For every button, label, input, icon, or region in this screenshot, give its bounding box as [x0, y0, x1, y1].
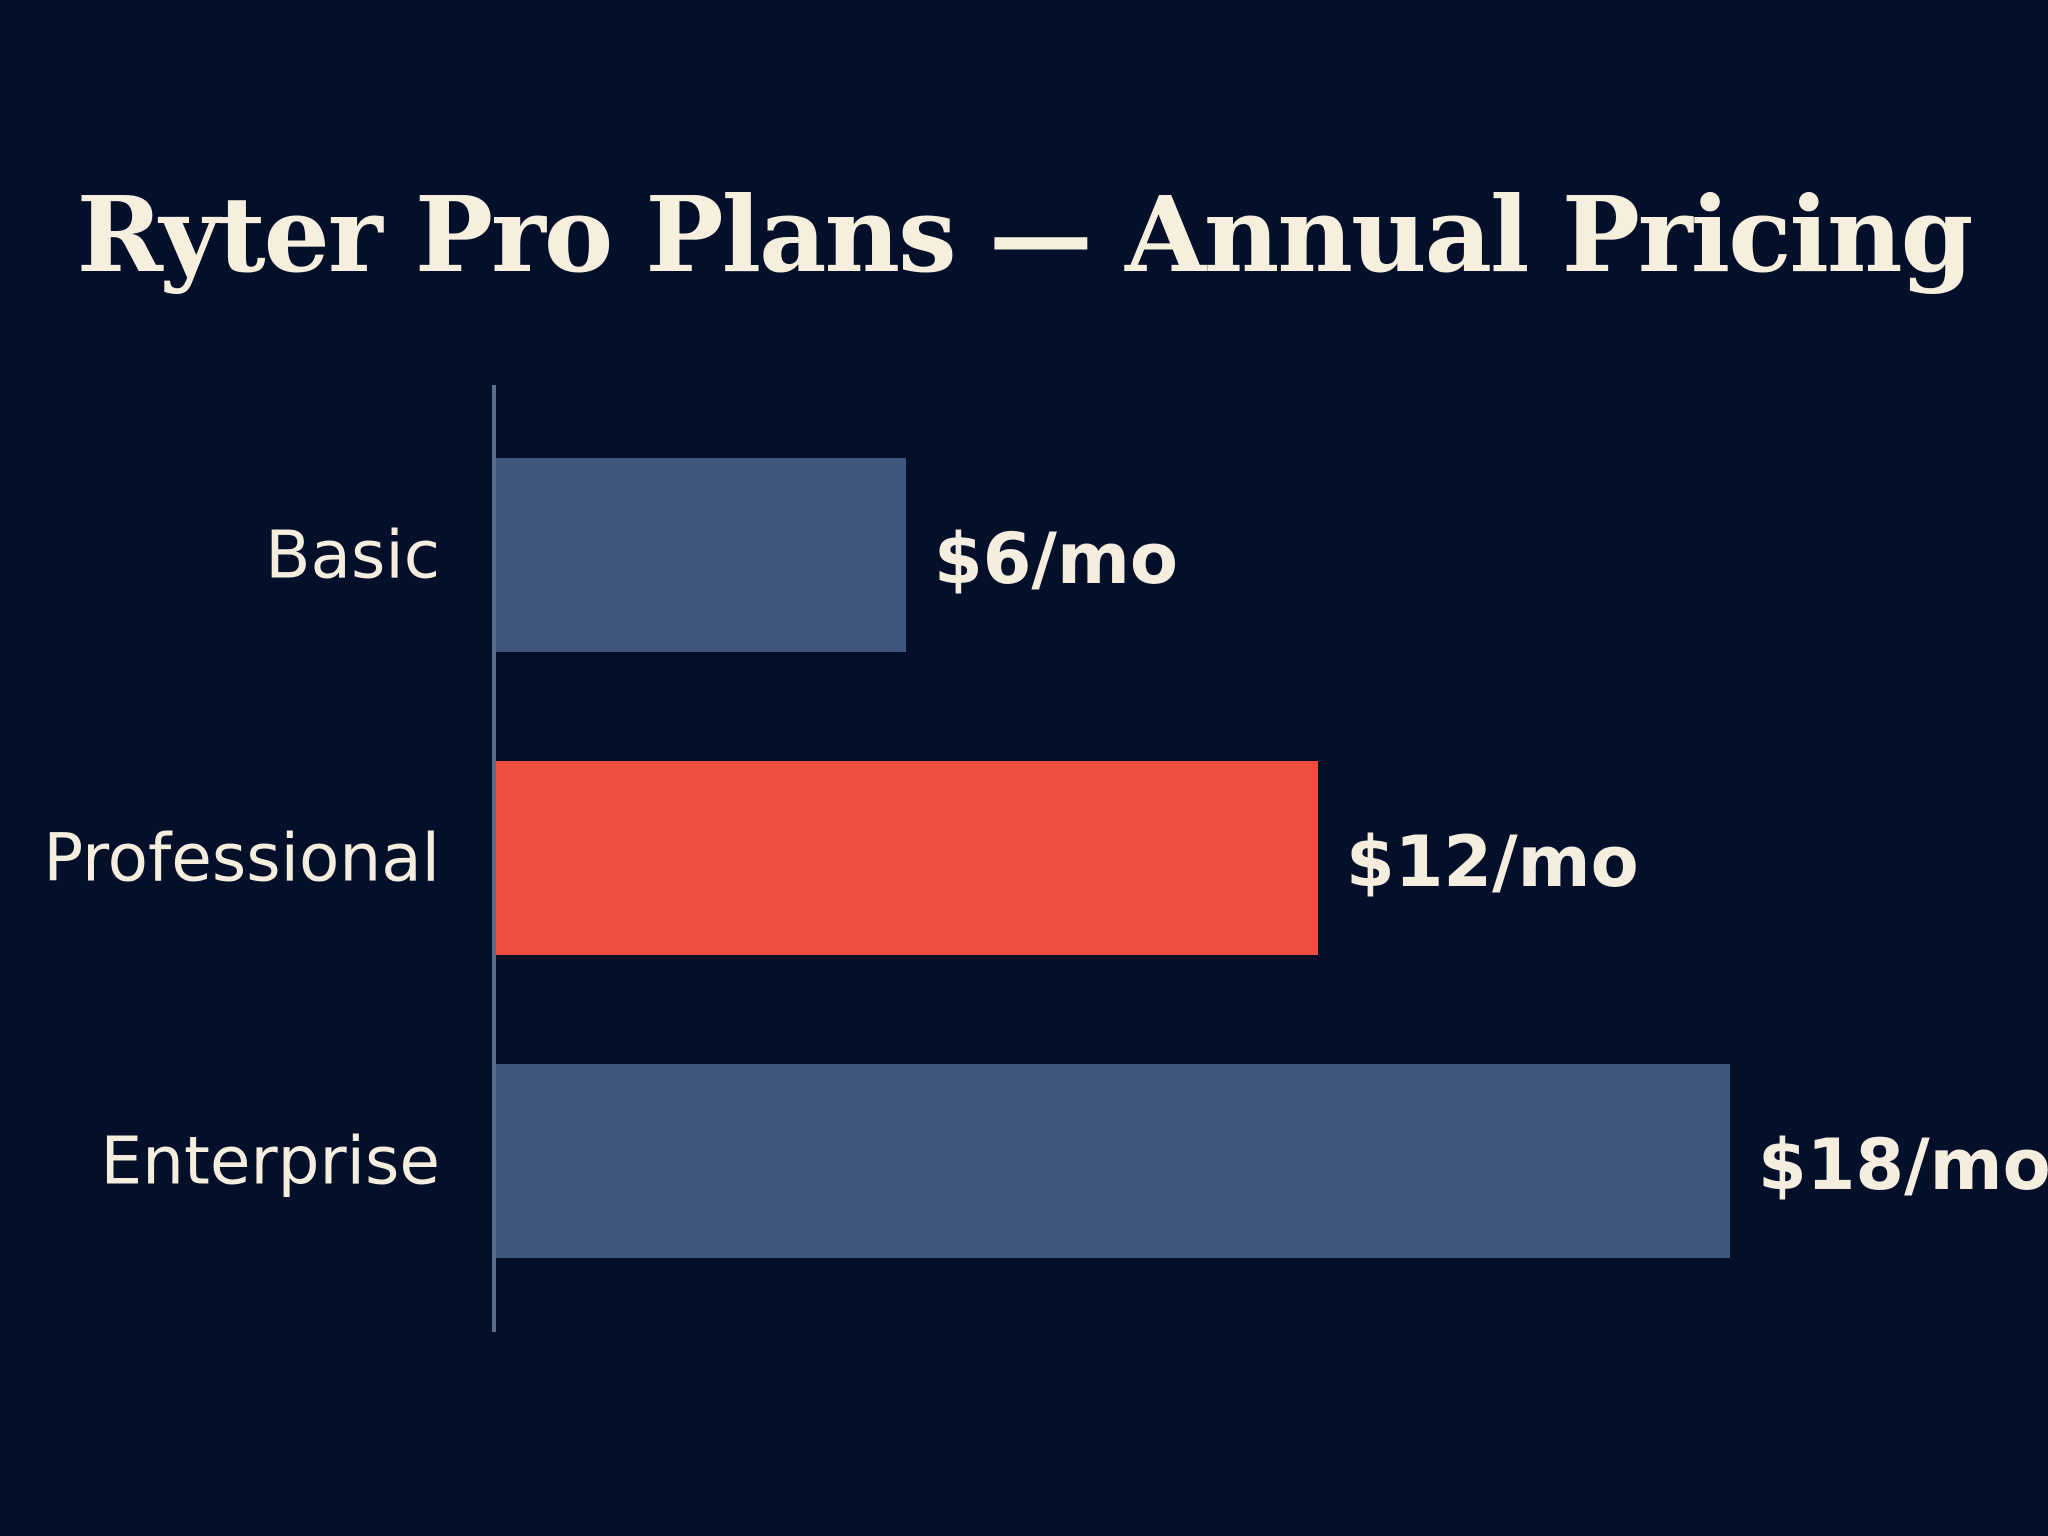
- category-label-enterprise: Enterprise: [100, 1123, 440, 1200]
- category-label-professional: Professional: [43, 820, 440, 897]
- value-label-enterprise: $18/mo: [1758, 1124, 2048, 1206]
- bars-layer: [494, 458, 1730, 1258]
- category-label-basic: Basic: [265, 517, 440, 594]
- value-label-basic: $6/mo: [934, 518, 1178, 600]
- bar-professional: [494, 761, 1318, 955]
- labels-layer: Basic $6/mo Professional $12/mo Enterprise $1…: [43, 517, 2048, 1207]
- chart-title: Ryter Pro Plans — Annual Pricing: [76, 173, 1974, 296]
- bar-enterprise: [494, 1064, 1730, 1258]
- value-label-professional: $12/mo: [1346, 821, 1639, 903]
- bar-basic: [494, 458, 906, 652]
